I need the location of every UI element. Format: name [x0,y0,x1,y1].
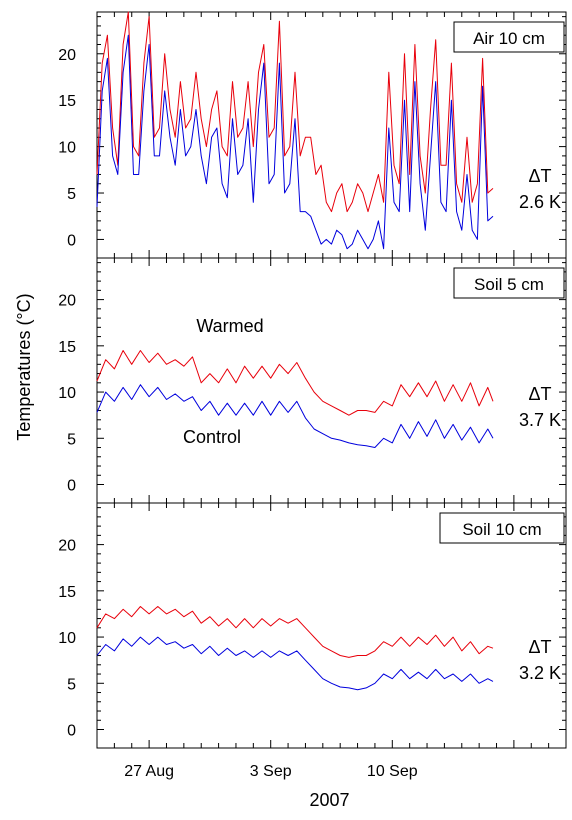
x-axis-title: 2007 [309,790,349,810]
panel-label: Soil 5 cm [474,275,544,294]
delta-t-label: ΔT [528,384,551,404]
y-tick-label: 0 [67,723,76,740]
y-tick-label: 20 [58,293,76,310]
y-tick-label: 15 [58,339,76,356]
x-tick-label: 10 Sep [367,763,418,780]
y-tick-label: 10 [58,385,76,402]
x-tick-label: 27 Aug [124,763,174,780]
y-tick-label: 20 [58,538,76,555]
y-tick-label: 15 [58,93,76,110]
y-tick-label: 10 [58,140,76,157]
delta-t-label: ΔT [528,166,551,186]
y-tick-label: 0 [67,478,76,495]
y-tick-label: 5 [67,676,76,693]
delta-t-value: 3.7 K [519,410,561,430]
y-tick-label: 20 [58,47,76,64]
warmed-series-line [96,350,494,416]
warmed-series-line [96,606,494,658]
y-axis-title: Temperatures (°C) [14,293,34,440]
y-tick-label: 15 [58,584,76,601]
warmed-series-line [96,11,494,213]
panel-frame [96,502,567,749]
panel-label-box [453,21,565,53]
y-tick-label: 5 [67,186,76,203]
panel-label-box [439,512,565,544]
control-series-line [96,636,494,691]
delta-t-value: 3.2 K [519,663,561,683]
y-tick-label: 0 [67,232,76,249]
control-label: Control [183,427,241,447]
x-tick-label: 3 Sep [250,763,292,780]
delta-t-value: 2.6 K [519,192,561,212]
warmed-label: Warmed [196,316,263,336]
y-tick-label: 10 [58,630,76,647]
delta-t-label: ΔT [528,637,551,657]
control-series-line [96,34,494,250]
panel-label-box [453,267,565,299]
y-tick-label: 5 [67,431,76,448]
control-series-line [96,384,494,448]
panel-label: Soil 10 cm [462,520,541,539]
panel-label: Air 10 cm [473,29,545,48]
